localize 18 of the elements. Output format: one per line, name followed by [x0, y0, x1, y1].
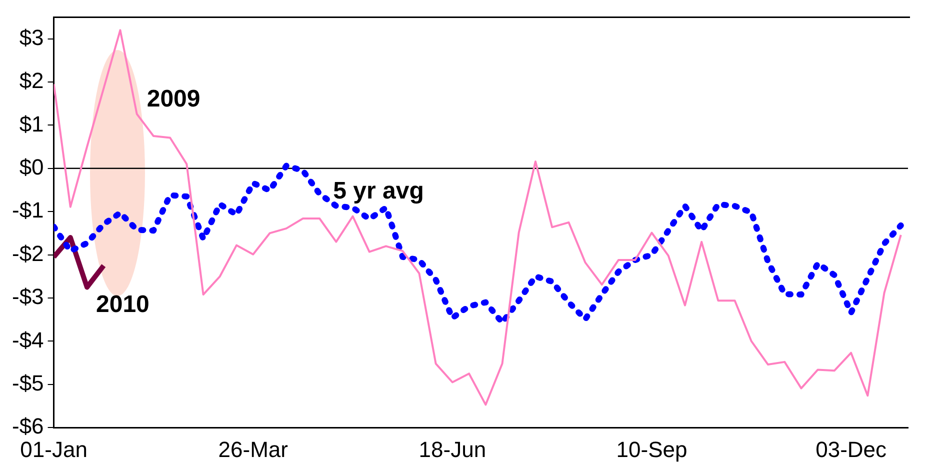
y-tick-label: -$6 — [12, 414, 44, 439]
y-tick-label: -$3 — [12, 284, 44, 310]
y-tick-label: $3 — [19, 24, 44, 50]
series-label: 5 yr avg — [333, 178, 424, 205]
x-tick-label: 03-Dec — [816, 436, 887, 462]
x-tick-label: 18-Jun — [418, 436, 486, 462]
x-tick-label: 26-Mar — [218, 436, 288, 462]
y-tick-label: -$2 — [12, 240, 44, 266]
y-tick-label: -$5 — [12, 370, 44, 396]
y-tick-label: $0 — [19, 154, 44, 180]
series-label: 2010 — [96, 290, 150, 318]
y-tick-label: $1 — [19, 111, 44, 136]
y-tick-label: -$1 — [12, 198, 44, 223]
x-tick-label: 01-Jan — [20, 436, 88, 462]
series-label: 2009 — [146, 86, 200, 113]
x-tick-label: 10-Sep — [616, 436, 688, 462]
y-tick-label: -$4 — [12, 327, 44, 352]
y-tick-label: $2 — [19, 68, 44, 94]
